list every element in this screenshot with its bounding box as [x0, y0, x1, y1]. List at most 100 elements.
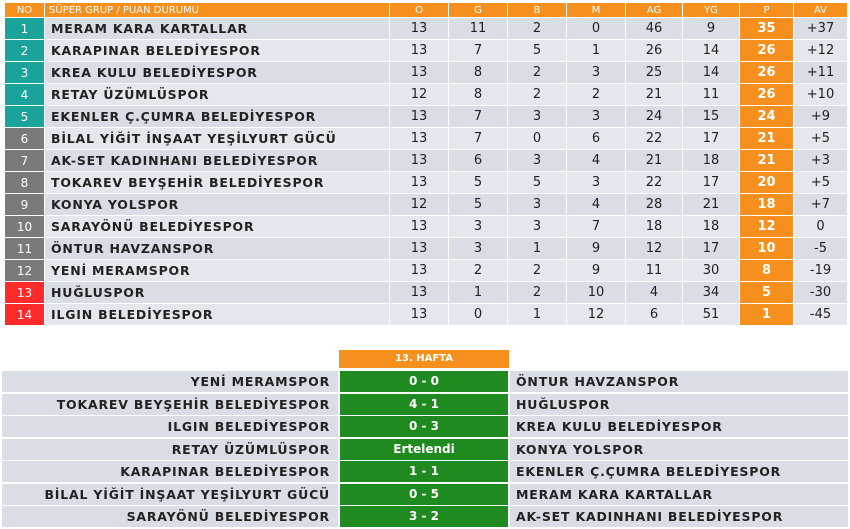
rank-badge: 10	[5, 216, 44, 237]
team-name: BİLAL YİĞİT İNŞAAT YEŞİLYURT GÜCÜ	[45, 128, 389, 149]
goals-against-cell: 18	[683, 216, 739, 237]
lost-cell: 10	[567, 282, 625, 303]
away-team: KONYA YOLSPOR	[510, 438, 848, 460]
week-header: 13. HAFTA	[339, 350, 509, 368]
points-cell: 21	[740, 128, 793, 149]
goal-difference-cell: +12	[794, 40, 847, 61]
points-cell: 26	[740, 84, 793, 105]
played-cell: 13	[390, 18, 448, 39]
lost-cell: 9	[567, 238, 625, 259]
away-team: ÖNTUR HAVZANSPOR	[510, 371, 848, 392]
lost-cell: 2	[567, 84, 625, 105]
played-cell: 13	[390, 106, 448, 127]
won-cell: 7	[449, 128, 507, 149]
lost-cell: 6	[567, 128, 625, 149]
match-row: SARAYÖNÜ BELEDİYESPOR 3 - 2 AK-SET KADINHA…	[0, 506, 850, 527]
points-cell: 18	[740, 194, 793, 215]
away-team: KREA KULU BELEDİYESPOR	[510, 416, 848, 437]
table-row: 2 KARAPINAR BELEDİYESPOR 13 7 5 1 26 14 26 +12	[5, 40, 847, 61]
lost-cell: 12	[567, 304, 625, 325]
drawn-cell: 3	[508, 150, 566, 171]
header-goals-against: YG	[683, 3, 739, 17]
won-cell: 5	[449, 172, 507, 193]
table-row: 13 HUĞLUSPOR 13 1 2 10 4 34 5 -30	[5, 282, 847, 303]
home-team: BİLAL YİĞİT İNŞAAT YEŞİLYURT GÜCÜ	[2, 483, 338, 505]
goals-against-cell: 18	[683, 150, 739, 171]
rank-badge: 4	[5, 84, 44, 105]
goals-for-cell: 22	[626, 128, 682, 149]
drawn-cell: 2	[508, 62, 566, 83]
goals-for-cell: 18	[626, 216, 682, 237]
goals-for-cell: 26	[626, 40, 682, 61]
team-name: HUĞLUSPOR	[45, 282, 389, 303]
table-row: 3 KREA KULU BELEDİYESPOR 13 8 2 3 25 14 26 +11	[5, 62, 847, 83]
team-name: YENİ MERAMSPOR	[45, 260, 389, 281]
team-name: ILGIN BELEDİYESPOR	[45, 304, 389, 325]
header-goals-for: AG	[626, 3, 682, 17]
rank-badge: 11	[5, 238, 44, 259]
points-cell: 26	[740, 62, 793, 83]
header-drawn: B	[508, 3, 566, 17]
standings-table: NO SÜPER GRUP / PUAN DURUMU O G B M AG Y…	[4, 2, 848, 326]
lost-cell: 1	[567, 40, 625, 61]
goals-for-cell: 11	[626, 260, 682, 281]
rank-badge: 2	[5, 40, 44, 61]
drawn-cell: 2	[508, 282, 566, 303]
table-row: 9 KONYA YOLSPOR 12 5 3 4 28 21 18 +7	[5, 194, 847, 215]
match-score: 1 - 1	[340, 461, 508, 482]
match-score: 0 - 5	[340, 483, 508, 505]
drawn-cell: 5	[508, 40, 566, 61]
drawn-cell: 0	[508, 128, 566, 149]
team-name: KREA KULU BELEDİYESPOR	[45, 62, 389, 83]
won-cell: 2	[449, 260, 507, 281]
points-cell: 1	[740, 304, 793, 325]
rank-badge: 5	[5, 106, 44, 127]
standings-header-row: NO SÜPER GRUP / PUAN DURUMU O G B M AG Y…	[5, 3, 847, 17]
goal-difference-cell: +3	[794, 150, 847, 171]
played-cell: 13	[390, 62, 448, 83]
header-points: P	[740, 3, 793, 17]
goals-against-cell: 17	[683, 238, 739, 259]
goals-against-cell: 30	[683, 260, 739, 281]
match-score: Ertelendi	[340, 438, 508, 460]
header-won: G	[449, 3, 507, 17]
rank-badge: 6	[5, 128, 44, 149]
home-team: KARAPINAR BELEDİYESPOR	[2, 461, 338, 482]
drawn-cell: 2	[508, 260, 566, 281]
team-name: KARAPINAR BELEDİYESPOR	[45, 40, 389, 61]
rank-badge: 13	[5, 282, 44, 303]
home-team: YENİ MERAMSPOR	[2, 371, 338, 392]
won-cell: 7	[449, 40, 507, 61]
rank-badge: 12	[5, 260, 44, 281]
played-cell: 13	[390, 260, 448, 281]
rank-badge: 8	[5, 172, 44, 193]
played-cell: 13	[390, 150, 448, 171]
lost-cell: 3	[567, 172, 625, 193]
match-score: 0 - 0	[340, 371, 508, 392]
home-team: SARAYÖNÜ BELEDİYESPOR	[2, 506, 338, 527]
points-cell: 12	[740, 216, 793, 237]
goal-difference-cell: +37	[794, 18, 847, 39]
header-lost: M	[567, 3, 625, 17]
played-cell: 13	[390, 172, 448, 193]
rank-badge: 14	[5, 304, 44, 325]
goals-against-cell: 11	[683, 84, 739, 105]
team-name: MERAM KARA KARTALLAR	[45, 18, 389, 39]
match-row: TOKAREV BEYŞEHİR BELEDİYESPOR 4 - 1 HUĞLUS…	[0, 393, 850, 415]
goals-against-cell: 17	[683, 172, 739, 193]
goal-difference-cell: -19	[794, 260, 847, 281]
goals-against-cell: 14	[683, 62, 739, 83]
match-score: 0 - 3	[340, 416, 508, 437]
won-cell: 1	[449, 282, 507, 303]
rank-badge: 9	[5, 194, 44, 215]
points-cell: 24	[740, 106, 793, 127]
goal-difference-cell: -45	[794, 304, 847, 325]
goals-for-cell: 12	[626, 238, 682, 259]
team-name: KONYA YOLSPOR	[45, 194, 389, 215]
points-cell: 21	[740, 150, 793, 171]
lost-cell: 4	[567, 194, 625, 215]
table-row: 8 TOKAREV BEYŞEHİR BELEDİYESPOR 13 5 5 3 22 17 2…	[5, 172, 847, 193]
lost-cell: 0	[567, 18, 625, 39]
played-cell: 12	[390, 194, 448, 215]
goals-against-cell: 14	[683, 40, 739, 61]
